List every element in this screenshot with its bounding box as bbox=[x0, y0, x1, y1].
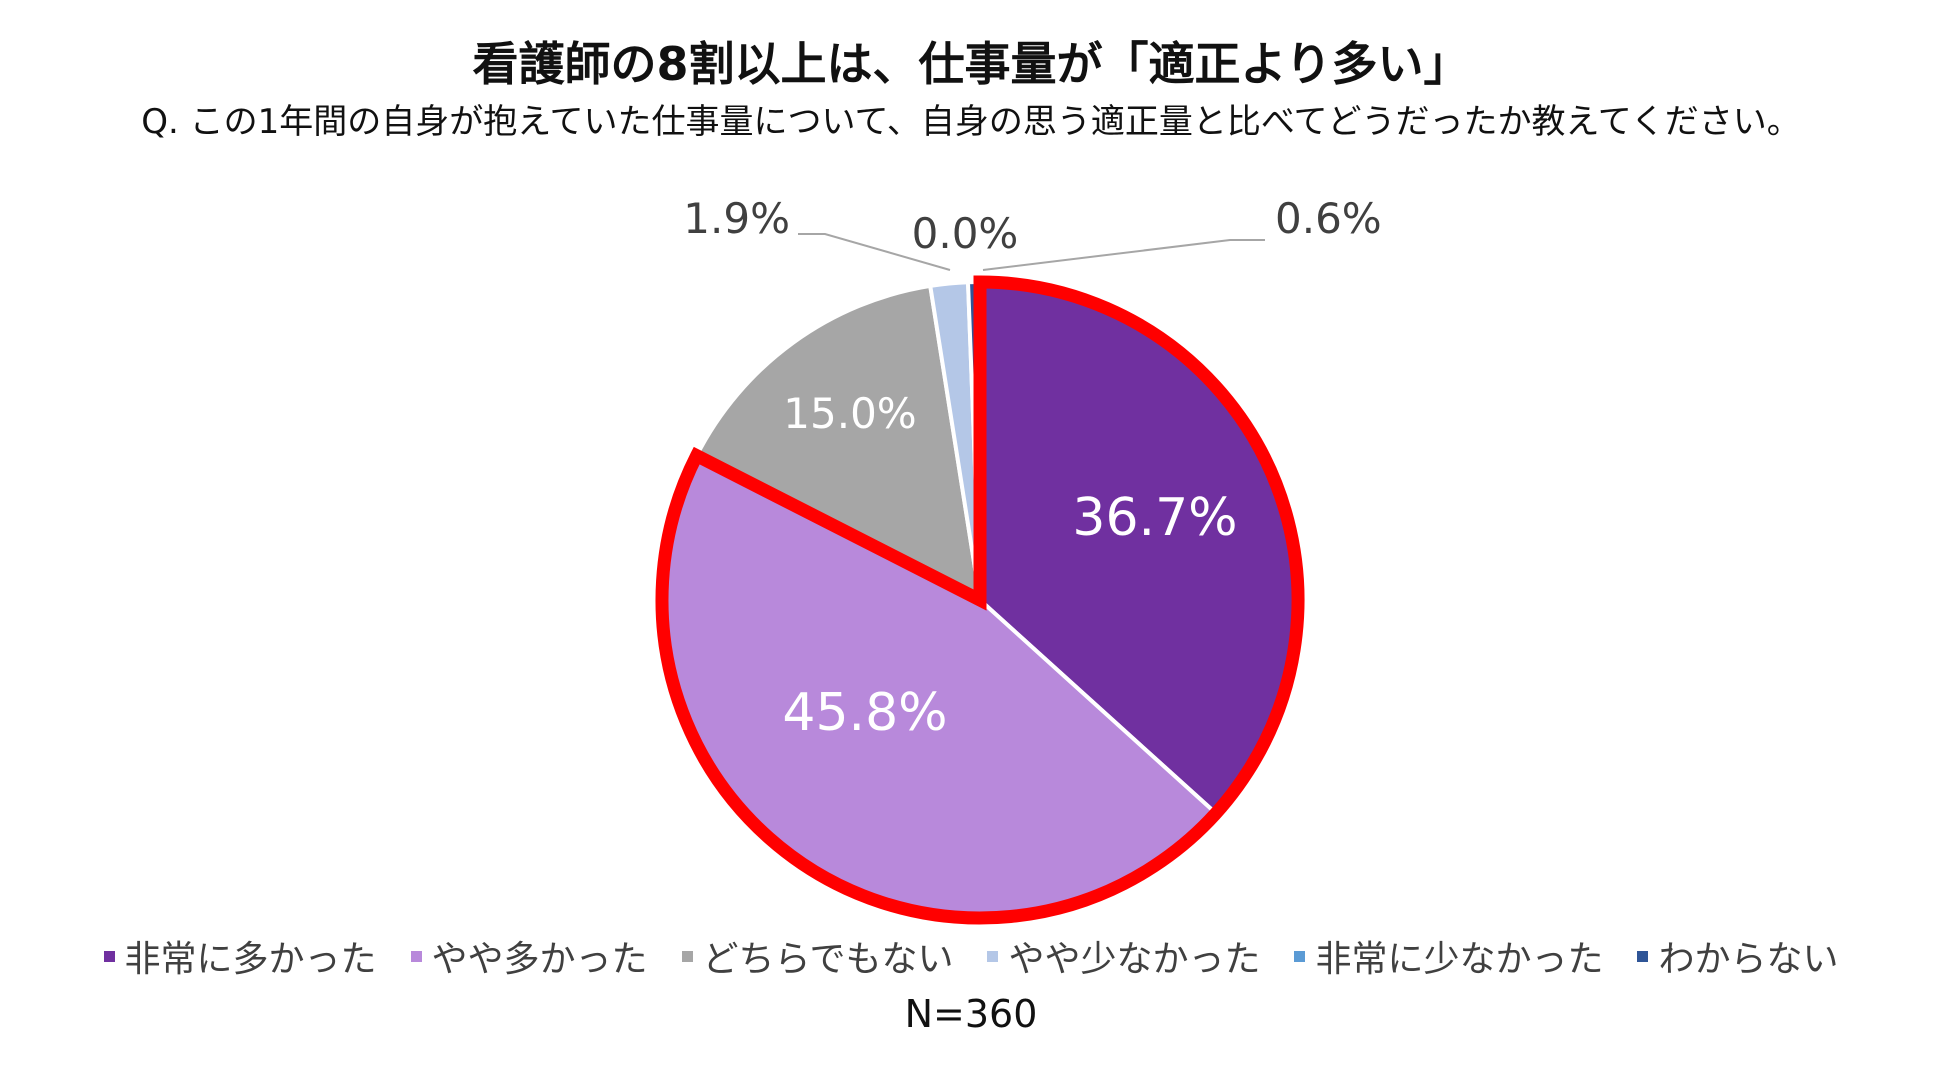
slice-4-value-label: 1.9% bbox=[683, 194, 790, 243]
legend-label: 非常に少なかった bbox=[1315, 939, 1604, 980]
legend-label: どちらでもない bbox=[702, 939, 954, 980]
legend-item-6: わからない bbox=[1637, 930, 1839, 982]
slice-3-wedge bbox=[694, 283, 982, 602]
legend-swatch bbox=[1294, 950, 1306, 962]
chart-legend: 非常に多かった やや多かった どちらでもない やや少なかった 非常に少なかった わからない bbox=[0, 930, 1942, 982]
legend-label: わからない bbox=[1658, 939, 1839, 980]
legend-label: やや多かった bbox=[431, 939, 648, 980]
legend-item-1: 非常に多かった bbox=[103, 930, 377, 982]
slice-6-leader-line bbox=[982, 239, 1265, 271]
legend-swatch bbox=[1637, 950, 1649, 962]
legend-item-3: どちらでもない bbox=[681, 930, 954, 982]
legend-label: やや少なかった bbox=[1008, 939, 1261, 980]
legend-swatch bbox=[681, 950, 693, 962]
slice-1-value-label: 36.7% bbox=[1072, 488, 1237, 548]
legend-item-2: やや多かった bbox=[410, 930, 648, 982]
sample-size-label: N=360 bbox=[904, 992, 1038, 1036]
slice-5-value-label: 0.0% bbox=[912, 209, 1019, 258]
slice-3-value-label: 15.0% bbox=[783, 389, 916, 438]
legend-item-4: やや少なかった bbox=[987, 930, 1260, 982]
legend-item-5: 非常に少なかった bbox=[1294, 930, 1603, 982]
chart-title: 看護師の8割以上は、仕事量が「適正より多い」 bbox=[472, 37, 1470, 91]
legend-swatch bbox=[410, 950, 422, 962]
chart-subtitle: Q. この1年間の自身が抱えていた仕事量について、自身の思う適正量と比べてどうだ… bbox=[141, 102, 1801, 142]
slice-4-leader-line bbox=[798, 233, 951, 271]
legend-swatch bbox=[103, 950, 115, 962]
highlight-outline bbox=[655, 275, 1305, 925]
slice-6-value-label: 0.6% bbox=[1275, 194, 1382, 243]
slice-2-value-label: 45.8% bbox=[782, 683, 947, 743]
legend-label: 非常に多かった bbox=[124, 939, 377, 980]
legend-swatch bbox=[987, 950, 999, 962]
